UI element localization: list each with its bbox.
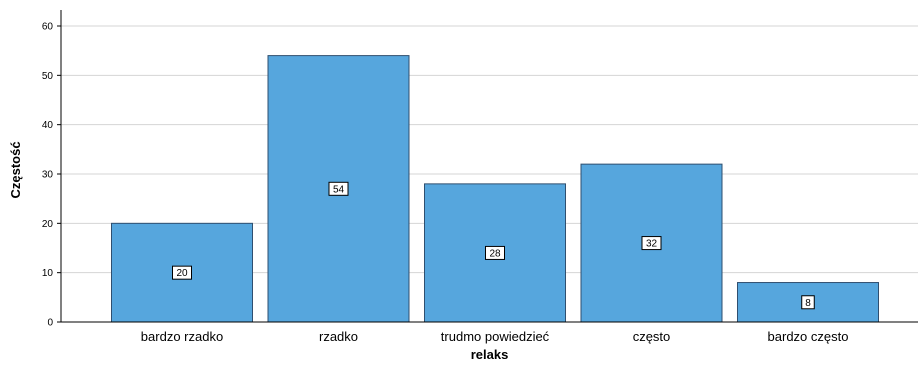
data-label: 54 <box>333 184 345 195</box>
data-label-box <box>801 295 815 310</box>
y-tick-label: 30 <box>42 170 54 181</box>
x-category-label: rzadko <box>319 329 358 344</box>
y-tick-labels: 0 10 20 30 40 50 60 <box>42 22 54 329</box>
bar <box>737 282 879 323</box>
y-tick-label: 20 <box>42 219 54 230</box>
x-category-label: trudmo powiedzieć <box>441 329 550 344</box>
x-category-label: często <box>633 329 671 344</box>
data-label-box <box>328 181 349 196</box>
data-label: 20 <box>176 268 188 279</box>
y-tick-label: 0 <box>47 318 53 329</box>
x-axis-title: relaks <box>471 347 509 362</box>
data-label: 8 <box>805 298 811 309</box>
data-label-box <box>641 236 662 251</box>
y-tick-label: 50 <box>42 71 54 82</box>
data-label: 28 <box>489 248 501 259</box>
bars <box>111 55 879 323</box>
axes <box>60 10 918 323</box>
data-label: 32 <box>646 239 658 250</box>
data-label-box <box>172 265 192 280</box>
y-axis-title: Częstość <box>8 141 23 198</box>
x-category-label: bardzo rzadko <box>141 329 223 344</box>
y-tick-label: 10 <box>42 268 54 279</box>
data-labels: 20 54 28 32 8 <box>172 181 815 310</box>
y-tick-label: 60 <box>42 22 54 33</box>
x-category-labels: bardzo rzadko rzadko trudmo powiedzieć częs… <box>141 329 849 344</box>
x-category-label: bardzo często <box>768 329 849 344</box>
y-tick-label: 40 <box>42 120 54 131</box>
data-label-box <box>485 245 505 260</box>
